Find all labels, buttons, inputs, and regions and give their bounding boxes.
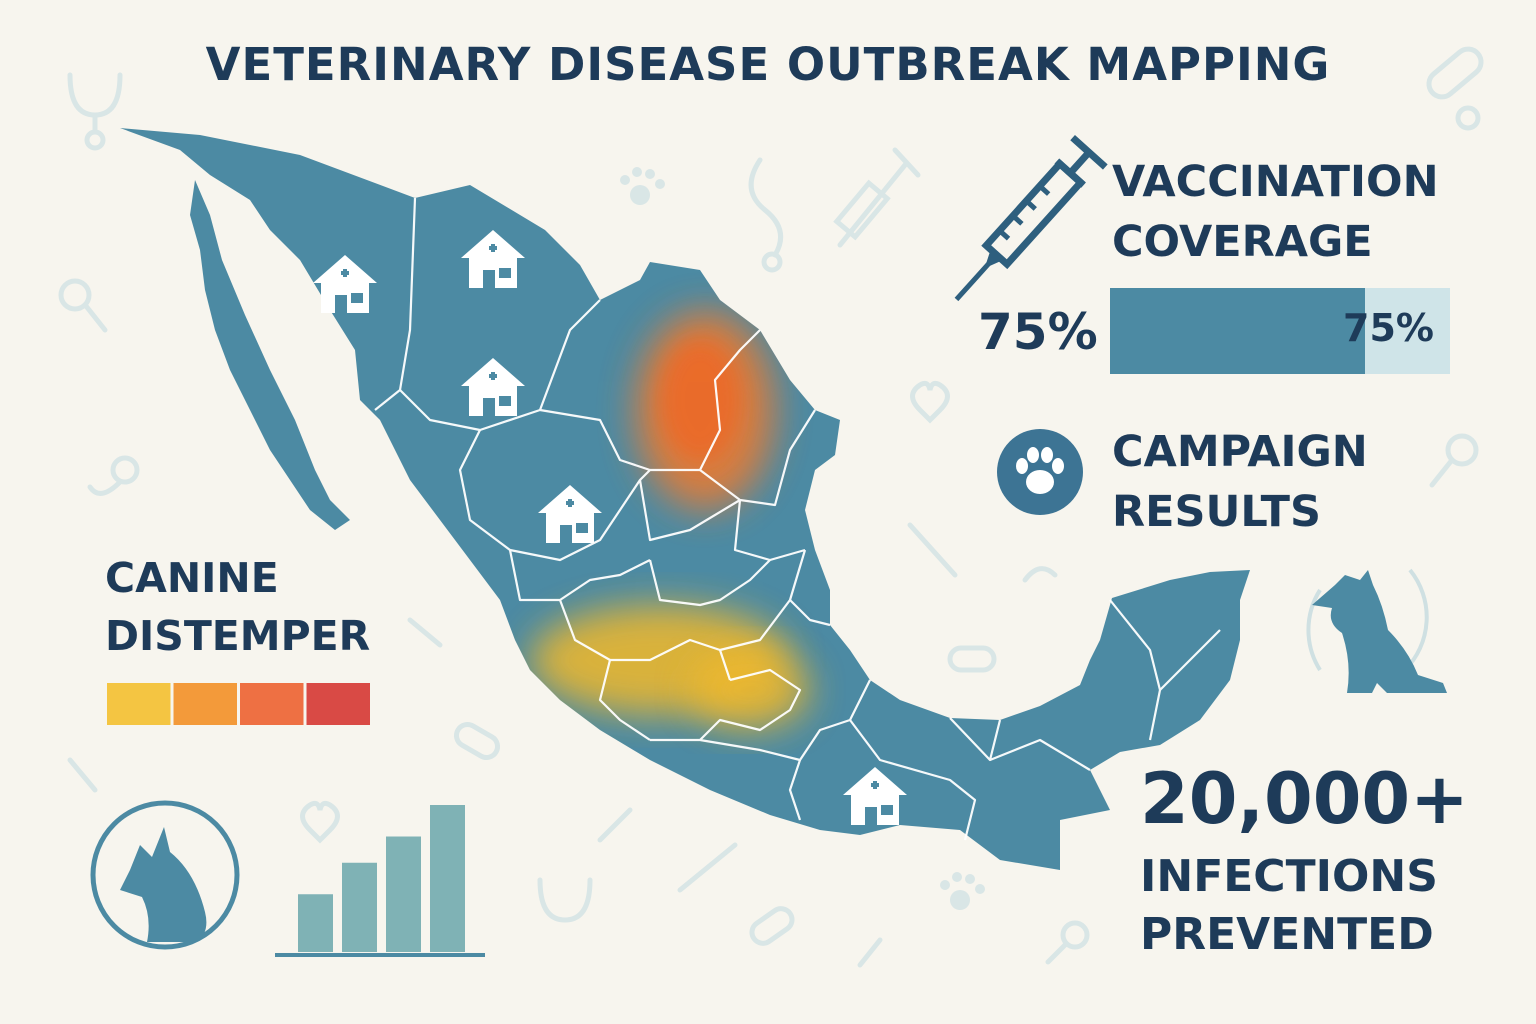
disease-name: CANINE DISTEMPER: [105, 549, 370, 665]
stethoscope-icon: [537, 877, 593, 923]
syringe-icon: [677, 842, 738, 893]
mini-chart-bar: [386, 836, 421, 952]
veterinary-clinic-icon: [843, 767, 907, 825]
mini-bar-chart: [275, 805, 485, 957]
campaign-title-line1: CAMPAIGN: [1112, 427, 1368, 477]
severity-swatch: [173, 683, 237, 725]
sea-of-cortez: [190, 175, 335, 470]
veterinary-clinic-icon: [461, 230, 525, 288]
paw-icon: [620, 167, 665, 205]
page-title: VETERINARY DISEASE OUTBREAK MAPPING: [205, 38, 1331, 91]
syringe-icon: [907, 522, 958, 578]
vaccination-progress-bar: 75%: [1110, 288, 1450, 374]
campaign-title-line2: RESULTS: [1112, 487, 1321, 537]
stethoscope-icon: [87, 455, 140, 496]
severity-swatch: [306, 683, 370, 725]
syringe-icon: [597, 807, 633, 843]
pill-icon: [67, 757, 98, 793]
stethoscope-icon: [1022, 566, 1058, 583]
pill-icon: [1455, 105, 1481, 131]
dog-silhouette-icon: [1306, 568, 1447, 693]
mini-chart-bar: [342, 862, 377, 952]
decorative-icons: [58, 46, 1484, 968]
dog-head-icon: [90, 800, 240, 950]
clinic-markers: [313, 230, 907, 825]
vaccination-bar-label: 75%: [1343, 306, 1434, 350]
syringe-icon: [857, 937, 883, 968]
severity-swatch: [240, 683, 304, 725]
veterinary-clinic-icon: [538, 485, 602, 543]
vaccination-percent: 75%: [978, 303, 1098, 361]
severity-color-scale: [107, 683, 370, 725]
stethoscope-icon: [748, 157, 784, 273]
disease-name-line2: DISTEMPER: [105, 612, 371, 660]
pill-icon: [749, 906, 795, 946]
mexico-map: [120, 128, 1250, 870]
magnifier-icon: [1045, 920, 1090, 965]
syringe-icon: [407, 617, 443, 648]
stat-label-line1: INFECTIONS: [1140, 851, 1438, 902]
mini-chart-bar: [430, 805, 465, 952]
pill-icon: [453, 722, 501, 760]
baja-california: [190, 180, 350, 530]
syringe-icon: [954, 134, 1108, 302]
pill-icon: [1426, 46, 1484, 100]
paw-icon: [940, 872, 985, 910]
state-borders: [374, 197, 1221, 841]
magnifier-icon: [1429, 433, 1479, 488]
pill-icon: [947, 645, 997, 673]
disease-name-line1: CANINE: [105, 554, 279, 602]
heart-icon: [910, 380, 950, 424]
veterinary-clinic-icon: [461, 358, 525, 416]
heart-icon: [300, 800, 340, 844]
infections-prevented-label: INFECTIONS PREVENTED: [1140, 848, 1438, 964]
veterinary-clinic-icon: [313, 255, 377, 313]
severity-swatch: [107, 683, 171, 725]
vaccination-progress-fill: [1110, 288, 1365, 374]
magnifier-icon: [58, 278, 108, 333]
infections-prevented-number: 20,000+: [1140, 758, 1469, 840]
campaign-results-title: CAMPAIGN RESULTS: [1112, 422, 1368, 542]
paw-icon: [997, 429, 1083, 515]
vaccination-coverage-title: VACCINATION COVERAGE: [1112, 152, 1439, 272]
vaccination-title-line1: VACCINATION: [1112, 157, 1439, 207]
syringe-icon: [833, 147, 921, 248]
stethoscope-icon: [67, 72, 123, 151]
stat-label-line2: PREVENTED: [1140, 909, 1434, 960]
mini-chart-bar: [298, 894, 333, 952]
vaccination-title-line2: COVERAGE: [1112, 217, 1373, 267]
